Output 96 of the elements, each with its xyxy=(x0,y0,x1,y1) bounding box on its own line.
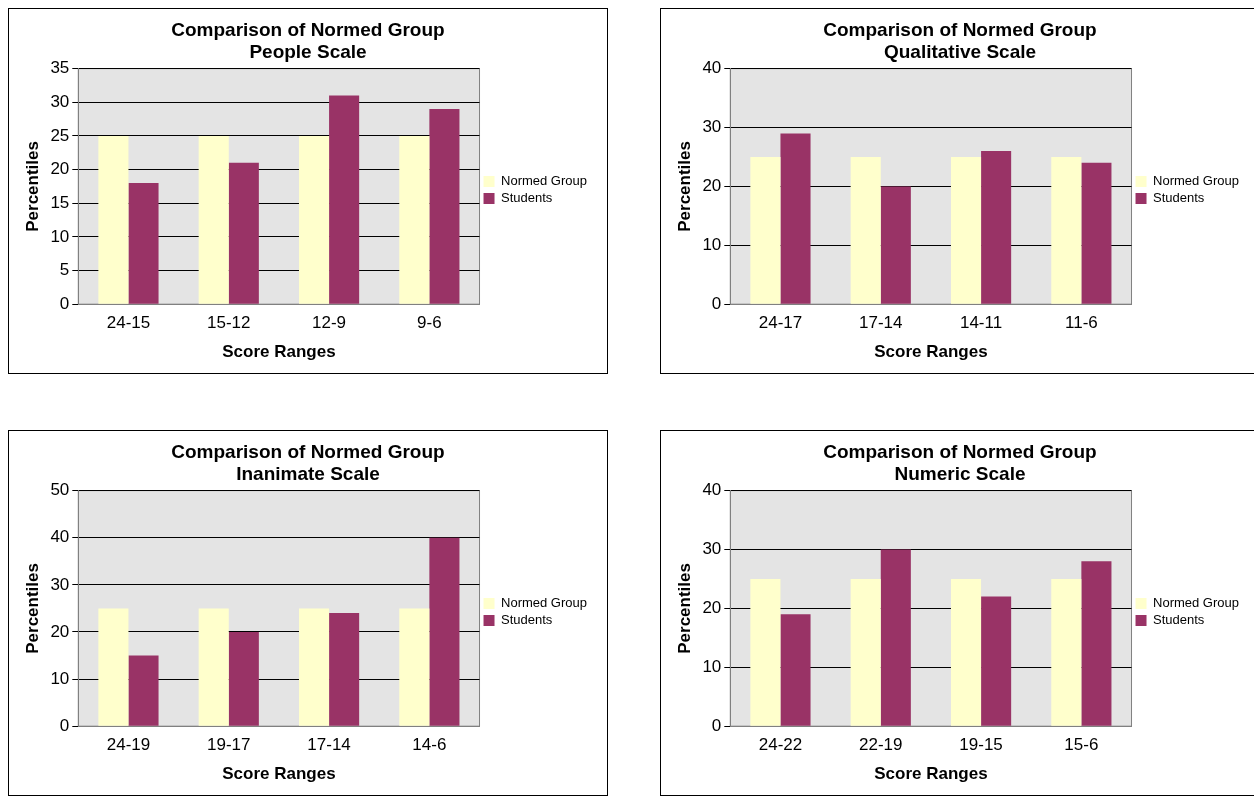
y-tick-label: 25 xyxy=(50,125,70,145)
x-tick-label: 14-6 xyxy=(412,735,447,755)
y-tick-label: 0 xyxy=(711,715,722,735)
bar xyxy=(950,578,982,726)
x-tick-label: 24-15 xyxy=(106,313,151,333)
x-tick-label: 11-6 xyxy=(1064,313,1098,333)
bar xyxy=(880,186,911,304)
bar xyxy=(981,596,1012,726)
y-tick-label: 50 xyxy=(50,480,70,500)
text: Comparison of Normed Group xyxy=(171,440,445,462)
bar xyxy=(429,108,460,304)
bar xyxy=(850,156,881,304)
y-tick-label: 20 xyxy=(702,176,722,196)
y-tick-label: 20 xyxy=(702,598,722,618)
x-tick-label: 24-17 xyxy=(758,313,803,333)
y-axis-title: Percentiles xyxy=(22,563,42,654)
y-tick-label: 20 xyxy=(50,159,70,179)
bar xyxy=(399,608,430,726)
x-tick-label: 24-19 xyxy=(106,735,151,755)
bar xyxy=(850,578,881,726)
text: Comparison of Normed Group xyxy=(823,18,1097,40)
bar xyxy=(750,578,781,726)
text: Comparison of Normed Group xyxy=(823,440,1097,462)
bar xyxy=(198,135,229,304)
bar xyxy=(98,608,129,726)
x-tick-label: 19-15 xyxy=(959,735,1003,755)
bar xyxy=(780,133,811,304)
bar xyxy=(1081,561,1112,726)
x-axis-title: Score Ranges xyxy=(874,342,988,362)
y-tick-label: 35 xyxy=(50,58,70,78)
x-tick-label: 19-17 xyxy=(207,735,251,755)
text: Inanimate Scale xyxy=(236,463,380,485)
x-tick-label: 17-14 xyxy=(307,735,351,755)
y-tick-label: 30 xyxy=(702,117,722,137)
y-tick-label: 0 xyxy=(59,715,70,735)
bar xyxy=(228,631,259,726)
bar xyxy=(981,151,1012,304)
bar xyxy=(1081,162,1112,304)
x-tick-label: 22-19 xyxy=(859,735,903,755)
x-tick-label: 15-12 xyxy=(207,313,251,333)
y-tick-label: 30 xyxy=(50,91,70,111)
legend-label: Normed Group xyxy=(1153,173,1240,189)
bar xyxy=(98,135,129,304)
x-axis-title: Score Ranges xyxy=(222,764,336,784)
y-tick-label: 30 xyxy=(702,539,722,559)
legend-label: Students xyxy=(501,612,553,628)
y-axis-title: Percentiles xyxy=(674,563,694,654)
bar xyxy=(750,156,781,304)
bar xyxy=(329,613,360,726)
y-axis-title: Percentiles xyxy=(22,141,42,232)
legend-label: Normed Group xyxy=(501,173,588,189)
y-tick-label: 15 xyxy=(50,192,70,212)
bar xyxy=(429,537,460,726)
y-tick-label: 0 xyxy=(711,293,722,313)
legend-label: Students xyxy=(501,190,553,206)
x-tick-label: 14-11 xyxy=(959,313,1003,333)
bar xyxy=(298,135,330,304)
y-tick-label: 10 xyxy=(702,234,722,254)
bar xyxy=(228,162,259,304)
x-axis-title: Score Ranges xyxy=(874,764,988,784)
bar xyxy=(399,135,430,304)
text: Qualitative Scale xyxy=(883,41,1037,63)
y-tick-label: 40 xyxy=(702,480,722,500)
legend-label: Normed Group xyxy=(1153,595,1240,611)
y-tick-label: 40 xyxy=(702,58,722,78)
text: People Scale xyxy=(249,41,367,63)
y-tick-label: 10 xyxy=(50,226,70,246)
y-axis-title: Percentiles xyxy=(674,141,694,232)
bar xyxy=(298,608,330,726)
bar xyxy=(950,156,982,304)
bar xyxy=(329,95,360,304)
bar xyxy=(880,549,911,726)
bar xyxy=(1051,578,1082,726)
x-tick-label: 24-22 xyxy=(758,735,803,755)
x-tick-label: 15-6 xyxy=(1064,735,1099,755)
bar xyxy=(1051,156,1082,304)
y-tick-label: 10 xyxy=(702,656,722,676)
text: Numeric Scale xyxy=(894,463,1026,485)
y-tick-label: 20 xyxy=(50,621,70,641)
y-tick-label: 10 xyxy=(50,668,70,688)
legend-label: Students xyxy=(1153,612,1205,628)
y-tick-label: 30 xyxy=(50,574,70,594)
bar xyxy=(128,183,159,304)
x-tick-label: 9-6 xyxy=(417,313,442,333)
y-tick-label: 40 xyxy=(50,527,70,547)
bar xyxy=(198,608,229,726)
x-tick-label: 17-14 xyxy=(859,313,903,333)
x-axis-title: Score Ranges xyxy=(222,342,336,362)
legend-label: Normed Group xyxy=(501,595,588,611)
text: Comparison of Normed Group xyxy=(171,18,445,40)
bar xyxy=(780,614,811,726)
legend-label: Students xyxy=(1153,190,1205,206)
y-tick-label: 0 xyxy=(59,293,70,313)
y-tick-label: 5 xyxy=(59,260,70,280)
bar xyxy=(128,655,159,726)
x-tick-label: 12-9 xyxy=(312,313,347,333)
